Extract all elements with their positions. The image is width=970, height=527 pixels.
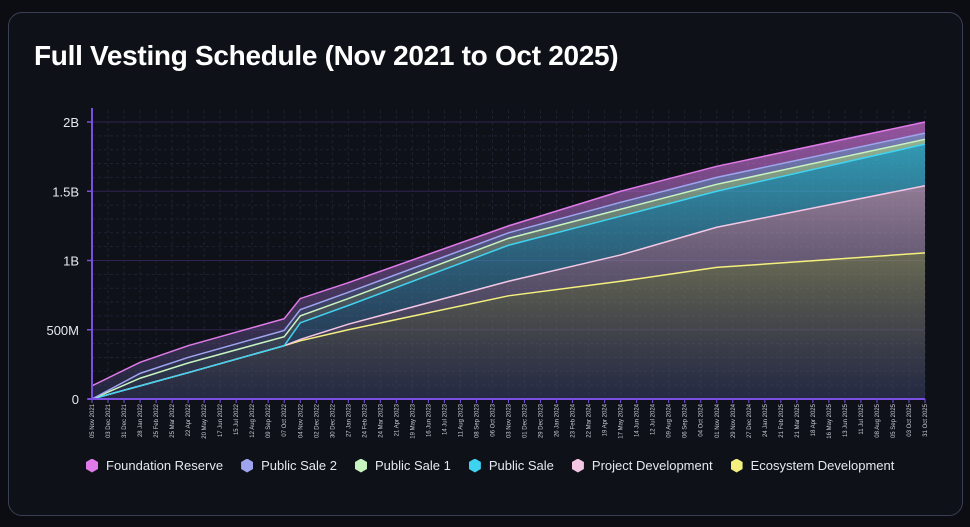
y-tick-label: 500M: [46, 323, 79, 338]
x-tick-label: 28 Jan 2022: [138, 403, 144, 437]
x-tick-label: 14 Jul 2023: [442, 403, 448, 435]
x-tick-label: 30 Dec 2022: [330, 403, 336, 438]
legend-label: Project Development: [591, 458, 713, 473]
x-tick-label: 17 May 2024: [619, 403, 625, 438]
x-tick-label: 17 Jun 2022: [218, 403, 224, 437]
x-tick-label: 29 Nov 2024: [731, 403, 737, 438]
x-tick-label: 09 Aug 2024: [667, 403, 673, 437]
x-tick-label: 27 Jan 2023: [346, 403, 352, 437]
x-tick-label: 21 Feb 2025: [779, 403, 785, 437]
hexagon-icon: [571, 458, 584, 473]
x-tick-label: 04 Oct 2024: [699, 403, 705, 436]
x-tick-label: 31 Oct 2025: [923, 403, 929, 436]
x-tick-label: 22 Mar 2024: [587, 403, 593, 437]
x-tick-label: 25 Feb 2022: [154, 403, 160, 437]
x-tick-label: 20 May 2022: [202, 403, 208, 438]
x-tick-label: 27 Dec 2024: [747, 403, 753, 438]
legend-label: Public Sale 2: [261, 458, 337, 473]
x-tick-label: 06 Oct 2023: [490, 403, 496, 436]
x-tick-label: 24 Feb 2023: [362, 403, 368, 437]
x-tick-label: 05 Sep 2025: [891, 403, 897, 438]
x-tick-label: 26 Jan 2024: [555, 403, 561, 437]
x-tick-label: 25 Mar 2022: [170, 403, 176, 437]
x-tick-label: 18 Apr 2025: [811, 403, 817, 436]
area-ecosystem-development: [92, 252, 925, 399]
x-tick-label: 04 Nov 2022: [298, 403, 304, 438]
x-tick-label: 16 Jun 2023: [426, 403, 432, 437]
hexagon-icon: [354, 458, 367, 473]
legend-item[interactable]: Public Sale 1: [354, 458, 451, 473]
x-tick-label: 13 Jun 2025: [843, 403, 849, 437]
x-tick-label: 01 Nov 2024: [715, 403, 721, 438]
area-project-development: [92, 185, 925, 399]
legend-item[interactable]: Foundation Reserve: [86, 458, 223, 473]
x-tick-label: 12 Aug 2022: [250, 403, 256, 437]
x-tick-label: 21 Mar 2025: [795, 403, 801, 437]
x-tick-label: 08 Aug 2025: [875, 403, 881, 437]
line-public-sale-1: [91, 138, 926, 400]
hexagon-icon: [468, 458, 481, 473]
x-tick-label: 03 Dec 2021: [106, 403, 112, 438]
x-tick-label: 08 Sep 2023: [474, 403, 480, 438]
legend-label: Ecosystem Development: [750, 458, 895, 473]
hexagon-icon: [86, 458, 98, 473]
legend-item[interactable]: Public Sale 2: [241, 458, 337, 473]
legend-item[interactable]: Public Sale: [468, 458, 554, 473]
x-tick-label: 11 Jul 2025: [859, 403, 865, 434]
x-tick-label: 06 Sep 2024: [683, 403, 689, 438]
x-tick-label: 07 Oct 2022: [282, 403, 288, 436]
y-tick-label: 0: [72, 392, 79, 407]
hexagon-icon: [241, 458, 254, 473]
legend-item[interactable]: Project Development: [571, 458, 713, 473]
x-tick-label: 16 May 2025: [827, 403, 833, 438]
x-tick-label: 21 Apr 2023: [394, 403, 400, 436]
x-tick-label: 02 Dec 2022: [314, 403, 320, 438]
line-public-sale: [91, 143, 926, 400]
x-tick-label: 24 Jan 2025: [763, 403, 769, 437]
legend-label: Public Sale 1: [374, 458, 451, 473]
hexagon-icon: [730, 458, 743, 473]
legend-label: Public Sale: [488, 458, 554, 473]
x-tick-label: 29 Dec 2023: [539, 403, 545, 438]
y-tick-label: 2B: [63, 115, 79, 130]
y-tick-label: 1B: [63, 254, 79, 269]
x-tick-label: 14 Jun 2024: [635, 403, 641, 437]
area-foundation-reserve: [92, 122, 925, 399]
x-tick-label: 03 Oct 2025: [907, 403, 913, 436]
x-tick-label: 19 Apr 2024: [603, 403, 609, 436]
x-tick-label: 24 Mar 2023: [378, 403, 384, 437]
x-tick-label: 19 May 2023: [410, 403, 416, 438]
chart-title: Full Vesting Schedule (Nov 2021 to Oct 2…: [34, 40, 619, 71]
x-tick-label: 12 Jul 2024: [651, 403, 657, 435]
line-foundation-reserve: [91, 121, 926, 387]
x-tick-label: 09 Sep 2022: [266, 403, 272, 438]
area-public-sale: [92, 144, 925, 399]
x-tick-label: 05 Nov 2021: [90, 403, 96, 438]
x-tick-label: 22 Apr 2022: [186, 403, 192, 436]
legend: Foundation Reserve Public Sale 2 Public Sa…: [86, 458, 912, 473]
x-tick-label: 31 Dec 2021: [122, 403, 128, 438]
y-tick-label: 1.5B: [52, 184, 79, 199]
legend-label: Foundation Reserve: [106, 458, 224, 473]
line-public-sale-2: [91, 132, 926, 400]
x-tick-label: 01 Dec 2023: [523, 403, 529, 438]
area-public-sale-1: [92, 139, 925, 399]
x-tick-label: 23 Feb 2024: [571, 403, 577, 437]
legend-item[interactable]: Ecosystem Development: [730, 458, 895, 473]
x-tick-label: 03 Nov 2023: [507, 403, 513, 438]
x-tick-label: 15 Jul 2022: [234, 403, 240, 435]
x-tick-label: 11 Aug 2023: [458, 403, 464, 437]
